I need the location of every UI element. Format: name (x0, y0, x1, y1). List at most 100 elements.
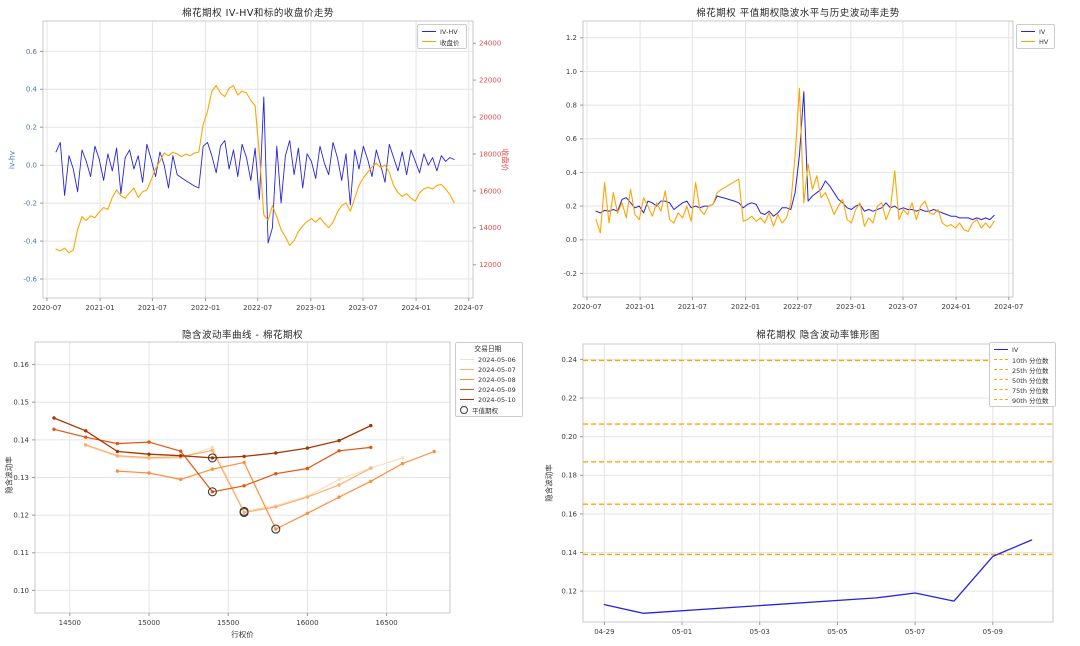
x-tick-label: 2023-07 (348, 304, 377, 312)
y2-tick-label: 18000 (479, 150, 501, 158)
line-swatch-icon (1021, 41, 1035, 42)
marker-2024-05-07 (115, 454, 120, 458)
line-swatch-icon (994, 389, 1008, 390)
marker-2024-05-08 (210, 467, 215, 471)
series-IV (595, 91, 995, 221)
legend-label: 10th 分位数 (1012, 356, 1049, 365)
marker-2024-05-10 (242, 454, 246, 459)
line-swatch-icon (994, 379, 1008, 380)
x-tick-label: 2022-07 (783, 303, 812, 311)
legend-label: IV (1039, 27, 1046, 36)
atm-marker-2024-05-08 (271, 524, 281, 534)
y-tick-label: 0.12 (561, 588, 577, 596)
y-tick-label: 0.2 (26, 124, 37, 132)
y-tick-label: 0.4 (566, 169, 578, 177)
legend-label: IV-HV (440, 27, 458, 36)
y-tick-label: 0.6 (566, 135, 578, 143)
line-swatch-icon (460, 389, 474, 390)
x-tick-label: 2024-07 (454, 304, 483, 312)
y-axis-label: 隐含波动率 (544, 464, 554, 502)
chart-title: 棉花期权 IV-HV和标的收盘价走势 (182, 8, 334, 19)
legend-label: 2024-05-09 (478, 385, 516, 394)
marker-2024-05-07 (84, 443, 88, 447)
y2-tick-label: 20000 (479, 113, 501, 121)
marker-2024-05-08 (400, 461, 405, 466)
legend: 交易日期 2024-05-06 2024-05-07 2024-05-08 2024-0… (455, 342, 523, 417)
x-tick-label: 2023-01 (296, 304, 325, 312)
x-tick-label: 2021-01 (85, 304, 114, 312)
x-tick-label: 05-03 (750, 628, 770, 636)
series-收盘价 (55, 85, 455, 254)
line-swatch-icon (422, 31, 436, 32)
y-tick-label: 0.10 (13, 587, 29, 595)
y-tick-label: 0.6 (26, 48, 38, 56)
y2-tick-label: 22000 (479, 77, 501, 85)
legend-label: 2024-05-10 (478, 395, 516, 404)
chart-panel-iv-curve: 14500 15000 15500 16000 16500 0.16 0.15 0.14 0.1… (0, 323, 540, 646)
marker-2024-05-09 (147, 440, 151, 444)
x-tick-label: 05-01 (672, 628, 692, 636)
y-tick-label: 0.16 (13, 361, 29, 369)
series-2024-05-07 (85, 444, 372, 514)
iv-cone-plot: 04-29 05-01 05-03 05-05 05-07 05-09 0.24 0.22 0.… (561, 343, 1054, 636)
marker-2024-05-10 (84, 429, 88, 433)
y-tick-label: 0.11 (13, 549, 29, 557)
x-tick-label: 2020-07 (32, 304, 61, 312)
y-tick-label: 0.13 (13, 474, 29, 482)
y-tick-label: 0.15 (13, 399, 29, 407)
y-axis-label: iv-hv (7, 150, 17, 170)
legend-entry: 2024-05-10 (460, 395, 516, 404)
line-swatch-icon (460, 399, 474, 400)
x-tick-label: 2022-01 (191, 304, 220, 312)
legend-label: 收盘价 (440, 38, 460, 47)
line-swatch-icon (460, 359, 474, 360)
x-tick-label: 2021-07 (678, 303, 707, 311)
line-swatch-icon (994, 349, 1008, 350)
line-swatch-icon (994, 359, 1008, 360)
series-IV (603, 539, 1033, 614)
x-tick-label: 2022-01 (731, 303, 760, 311)
y-tick-label: 0.16 (561, 510, 577, 518)
legend-label: 90th 分位数 (1012, 396, 1049, 405)
marker-2024-05-08 (337, 495, 341, 499)
marker-2024-05-07 (369, 466, 373, 470)
chart-panel-ivhv-and-close: 2020-07 2021-01 2021-07 2022-01 2022-07 2023-… (0, 0, 540, 323)
marker-2024-05-09 (369, 445, 373, 450)
x-tick-label: 2021-01 (625, 303, 654, 311)
legend-entry: 2024-05-09 (460, 385, 516, 394)
iv-hv-trend-plot: 2020-07 2021-01 2021-07 2022-01 2022-07 2023-… (563, 20, 1023, 311)
series-IV-HV (55, 96, 455, 244)
chart-panel-iv-hv-trend: 2020-07 2021-01 2021-07 2022-01 2022-07 2023-… (540, 0, 1080, 323)
marker-2024-05-08 (432, 449, 436, 454)
y-axis-label: 隐含波动率 (4, 456, 14, 494)
marker-2024-05-10 (179, 454, 183, 458)
marker-2024-05-10 (274, 451, 278, 455)
y-tick-label: 0.12 (13, 512, 29, 520)
atm-circle-swatch (460, 405, 468, 414)
iv-hv-close-plot: 2020-07 2021-01 2021-07 2022-01 2022-07 2023-… (23, 20, 501, 312)
marker-2024-05-09 (274, 472, 278, 476)
y2-axis-label: 收盘价 (500, 148, 510, 172)
marker-2024-05-08 (369, 479, 373, 483)
line-swatch-icon (422, 41, 436, 42)
y-tick-label: 0.14 (561, 549, 577, 557)
y-tick-label: -0.4 (23, 238, 37, 246)
legend-entry: 2024-05-06 (460, 355, 516, 364)
marker-2024-05-07 (337, 483, 341, 487)
marker-2024-05-07 (274, 505, 278, 509)
legend-label: HV (1039, 37, 1049, 46)
legend-entry: 10th 分位数 (994, 355, 1049, 365)
marker-2024-05-09 (84, 435, 88, 439)
marker-2024-05-10 (337, 438, 341, 443)
iv-curve-plot: 14500 15000 15500 16000 16500 0.16 0.15 0.14 0.1… (13, 341, 451, 627)
legend-label: 25th 分位数 (1012, 366, 1049, 375)
legend-entry: IV (994, 345, 1049, 354)
chart-title: 棉花期权 平值期权隐波水平与历史波动率走势 (696, 8, 900, 19)
marker-2024-05-08 (147, 471, 151, 475)
x-axis-label: 行权价 (231, 630, 254, 639)
legend-title: 交易日期 (474, 345, 502, 353)
marker-2024-05-09 (115, 441, 120, 446)
y-tick-label: 0.24 (561, 356, 577, 364)
line-swatch-icon (994, 399, 1008, 400)
